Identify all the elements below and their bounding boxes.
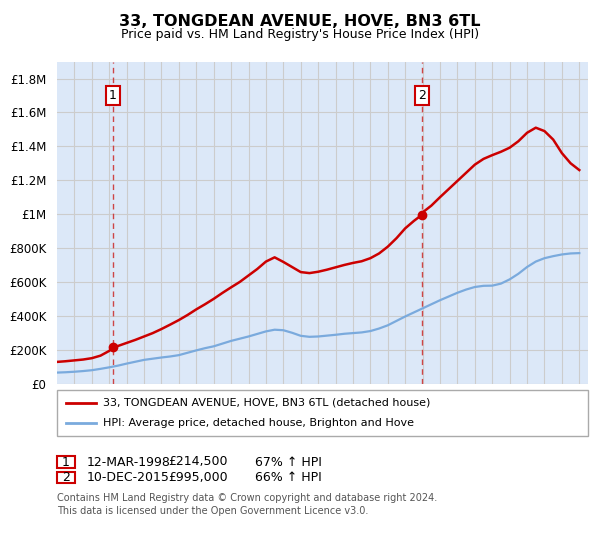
Text: HPI: Average price, detached house, Brighton and Hove: HPI: Average price, detached house, Brig…: [103, 418, 414, 428]
Text: 67% ↑ HPI: 67% ↑ HPI: [255, 455, 322, 469]
Text: 2: 2: [418, 89, 425, 102]
Text: 33, TONGDEAN AVENUE, HOVE, BN3 6TL (detached house): 33, TONGDEAN AVENUE, HOVE, BN3 6TL (deta…: [103, 398, 431, 408]
Text: 2: 2: [62, 470, 70, 484]
Text: 1: 1: [109, 89, 116, 102]
Text: Price paid vs. HM Land Registry's House Price Index (HPI): Price paid vs. HM Land Registry's House …: [121, 28, 479, 41]
Text: 12-MAR-1998: 12-MAR-1998: [87, 455, 171, 469]
Text: £214,500: £214,500: [168, 455, 227, 469]
Text: £995,000: £995,000: [168, 470, 227, 484]
Text: Contains HM Land Registry data © Crown copyright and database right 2024.: Contains HM Land Registry data © Crown c…: [57, 493, 437, 503]
Text: 1: 1: [62, 455, 70, 469]
Text: 33, TONGDEAN AVENUE, HOVE, BN3 6TL: 33, TONGDEAN AVENUE, HOVE, BN3 6TL: [119, 14, 481, 29]
Text: This data is licensed under the Open Government Licence v3.0.: This data is licensed under the Open Gov…: [57, 506, 368, 516]
Text: 10-DEC-2015: 10-DEC-2015: [87, 470, 170, 484]
Text: 66% ↑ HPI: 66% ↑ HPI: [255, 470, 322, 484]
